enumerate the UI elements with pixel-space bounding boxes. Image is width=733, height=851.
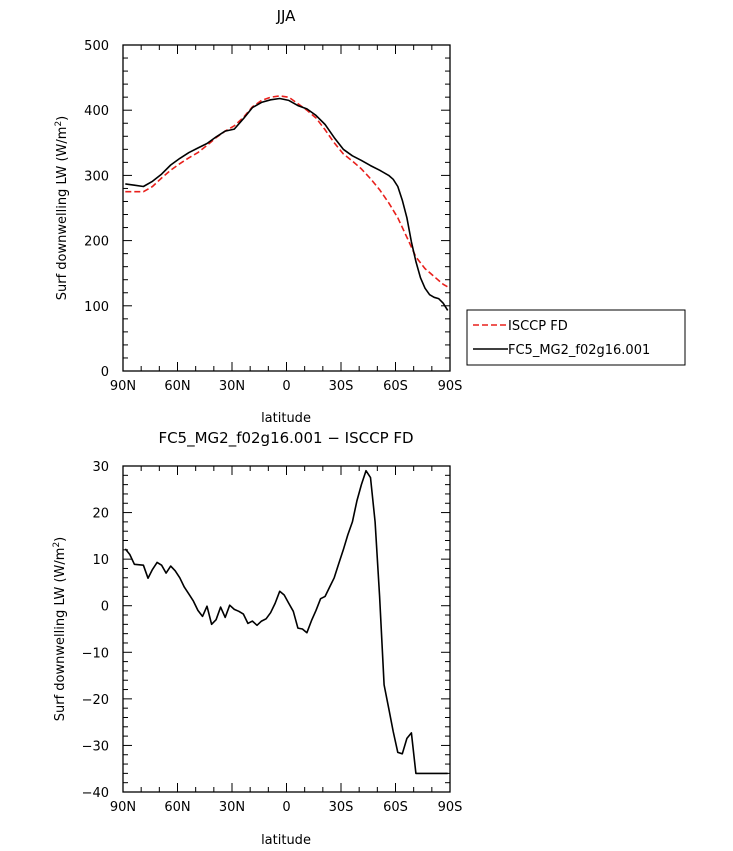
bottom-x-tick-label: 90S: [438, 800, 463, 815]
legend-label-isccp: ISCCP FD: [508, 319, 568, 334]
top-y-tick-label: 0: [101, 365, 109, 380]
bottom-x-tick-label: 30N: [219, 800, 245, 815]
bottom-plot-frame: [122, 465, 451, 793]
bottom-x-axis-label: latitude: [261, 833, 311, 848]
bottom-x-tick-label: 0: [282, 800, 290, 815]
bottom-y-tick-label: 0: [101, 600, 109, 615]
top-axis-ticks: 90N 60N 30N 0 30S 60S 90S 0 100 200 300 400 500: [84, 39, 462, 394]
top-x-tick-label: 90S: [438, 379, 463, 394]
top-chart-title: JJA: [276, 7, 297, 25]
bottom-y-tick-label: 20: [92, 507, 109, 522]
bottom-y-tick-label: 10: [92, 553, 109, 568]
top-panel: JJA 90N 60N 30N 0 30S 60S 90S0100200300400500 …: [54, 7, 462, 426]
bottom-y-axis-label-sup: 2: [52, 542, 62, 548]
bottom-x-tick-label: 90N: [110, 800, 136, 815]
bottom-y-tick-label: −30: [82, 739, 109, 754]
top-x-tick-label: 60S: [383, 379, 408, 394]
top-y-axis-label-close: ): [55, 116, 70, 121]
bottom-x-tick-label: 60N: [164, 800, 190, 815]
top-y-tick-label: 300: [84, 169, 109, 184]
top-series-line-1: [125, 97, 449, 311]
bottom-y-tick-label: −20: [82, 693, 109, 708]
legend-label-fc5: FC5_MG2_f02g16.001: [508, 343, 650, 358]
top-y-axis-label-sup: 2: [54, 121, 64, 127]
top-x-tick-label: 30S: [329, 379, 354, 394]
bottom-y-tick-label: −10: [82, 646, 109, 661]
bottom-series-line-0: [124, 469, 448, 775]
bottom-series-lines: [124, 469, 448, 775]
bottom-y-tick-label: 30: [92, 460, 109, 475]
bottom-axis-ticks: 90N 60N 30N 0 30S 60S 90S −40 −30 −20 −10 0 10 20 30: [82, 460, 463, 815]
top-x-tick-label: 0: [282, 379, 290, 394]
top-plot-frame: [122, 44, 451, 372]
top-y-tick-label: 100: [84, 300, 109, 315]
bottom-y-axis-label-close: ): [53, 537, 68, 542]
top-y-axis-label-main: Surf downwelling LW (W/m: [55, 127, 70, 301]
top-y-tick-label: 500: [84, 39, 109, 54]
top-y-tick-label: 400: [84, 104, 109, 119]
bottom-x-tick-label: 30S: [329, 800, 354, 815]
bottom-y-tick-label: −40: [82, 786, 109, 801]
top-y-tick-label: 200: [84, 235, 109, 250]
bottom-y-axis-label-main: Surf downwelling LW (W/m: [53, 548, 68, 722]
top-x-tick-label: 30N: [219, 379, 245, 394]
legend: ISCCP FD FC5_MG2_f02g16.001: [466, 309, 686, 366]
top-x-axis-label: latitude: [261, 411, 311, 426]
legend-box: [466, 309, 686, 366]
bottom-chart-title: FC5_MG2_f02g16.001 − ISCCP FD: [158, 429, 413, 448]
bottom-x-tick-label: 60S: [383, 800, 408, 815]
top-series-lines: [125, 95, 449, 311]
top-x-tick-label: 90N: [110, 379, 136, 394]
top-x-tick-label: 60N: [164, 379, 190, 394]
top-y-axis-label: Surf downwelling LW (W/m2): [54, 116, 70, 301]
top-series-line-0: [125, 95, 449, 288]
bottom-y-axis-label: Surf downwelling LW (W/m2): [52, 537, 68, 722]
bottom-panel: FC5_MG2_f02g16.001 − ISCCP FD 90N 60N 30N 0…: [52, 429, 462, 848]
